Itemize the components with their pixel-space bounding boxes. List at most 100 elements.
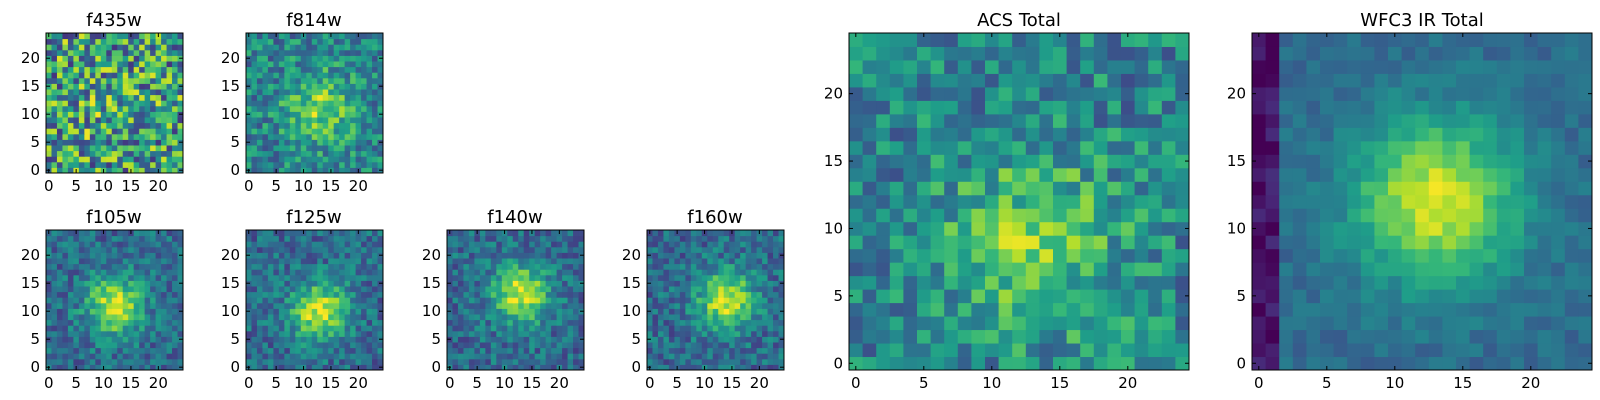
heatmap-cell <box>328 55 335 62</box>
heatmap-cell <box>372 330 379 337</box>
heatmap-cell <box>100 105 107 112</box>
heatmap-cell <box>278 358 285 365</box>
heatmap-cell <box>562 235 569 242</box>
heatmap-cell <box>507 291 514 298</box>
heatmap-cell <box>862 46 877 61</box>
heatmap-cell <box>339 314 346 321</box>
heatmap-cell <box>172 33 179 40</box>
heatmap-cell <box>73 133 80 140</box>
heatmap-cell <box>718 280 725 287</box>
heatmap-cell <box>1415 289 1430 304</box>
heatmap-cell <box>111 241 118 248</box>
heatmap-cell <box>344 246 351 253</box>
heatmap-cell <box>295 286 302 293</box>
heatmap-cell <box>556 353 563 360</box>
heatmap-cell <box>849 181 864 196</box>
heatmap-cell <box>177 89 184 96</box>
heatmap-cell <box>51 330 58 337</box>
heatmap-cell <box>778 347 785 354</box>
heatmap-cell <box>84 145 91 152</box>
heatmap-cell <box>1496 343 1511 358</box>
heatmap-cell <box>474 286 481 293</box>
heatmap-cell <box>273 308 280 315</box>
heatmap-cell <box>1496 316 1511 331</box>
heatmap-cell <box>56 314 63 321</box>
heatmap-cell <box>311 286 318 293</box>
heatmap-cell <box>707 241 714 248</box>
heatmap-cell <box>762 314 769 321</box>
heatmap-cell <box>62 44 69 51</box>
heatmap-cell <box>707 274 714 281</box>
heatmap-cell <box>139 38 146 45</box>
heatmap-cell <box>361 61 368 68</box>
heatmap-cell <box>745 325 752 332</box>
heatmap-cell <box>778 258 785 265</box>
heatmap-cell <box>339 269 346 276</box>
heatmap-cell <box>917 33 932 47</box>
heatmap-cell <box>246 105 252 112</box>
heatmap-cell <box>355 286 362 293</box>
heatmap-cell <box>144 235 151 242</box>
heatmap-cell <box>377 145 384 152</box>
heatmap-cell <box>306 145 313 152</box>
heatmap-cell <box>690 314 697 321</box>
heatmap-cell <box>133 274 140 281</box>
heatmap-cell <box>144 77 151 84</box>
heatmap-cell <box>773 342 780 349</box>
heatmap-cell <box>474 330 481 337</box>
heatmap-cell <box>1415 248 1430 263</box>
heatmap-cell <box>100 342 107 349</box>
heatmap-cell <box>139 89 146 96</box>
heatmap-cell <box>1121 316 1136 331</box>
heatmap-cell <box>177 61 184 68</box>
heatmap-cell <box>447 241 453 248</box>
heatmap-cell <box>361 274 368 281</box>
heatmap-cell <box>573 330 580 337</box>
heatmap-cell <box>849 113 864 128</box>
heatmap-cell <box>971 262 986 277</box>
heatmap-cell <box>273 55 280 62</box>
heatmap-cell <box>1053 59 1068 74</box>
heatmap-cell <box>479 308 486 315</box>
heatmap-cell <box>273 66 280 73</box>
heatmap-cell <box>1093 329 1108 344</box>
heatmap-cell <box>377 246 384 253</box>
heatmap-cell <box>1148 248 1163 263</box>
heatmap-cell <box>1265 167 1280 182</box>
heatmap-cell <box>56 358 63 365</box>
heatmap-cell <box>56 258 63 265</box>
heatmap-cell <box>161 297 168 304</box>
heatmap-cell <box>100 258 107 265</box>
heatmap-cell <box>177 161 184 168</box>
heatmap-cell <box>1564 302 1579 317</box>
heatmap-cell <box>284 274 291 281</box>
heatmap-cell <box>889 235 904 250</box>
heatmap-cell <box>663 336 670 343</box>
heatmap-cell <box>545 252 552 259</box>
heatmap-cell <box>474 235 481 242</box>
heatmap-cell <box>1347 154 1362 169</box>
heatmap-cell <box>317 291 324 298</box>
heatmap-cell <box>256 252 263 259</box>
heatmap-cell <box>344 258 351 265</box>
heatmap-cell <box>1537 302 1552 317</box>
heatmap-cell <box>447 319 453 326</box>
heatmap-cell <box>485 297 492 304</box>
heatmap-cell <box>350 263 357 270</box>
heatmap-cell <box>295 258 302 265</box>
heatmap-cell <box>322 167 329 174</box>
heatmap-cell <box>1347 181 1362 196</box>
heatmap-cell <box>84 330 91 337</box>
heatmap-cell <box>468 325 475 332</box>
heatmap-cell <box>1252 329 1267 344</box>
heatmap-cell <box>479 291 486 298</box>
heatmap-cell <box>273 280 280 287</box>
heatmap-cell <box>161 291 168 298</box>
heatmap-cell <box>67 314 74 321</box>
heatmap-cell <box>474 252 481 259</box>
heatmap-cell <box>457 241 464 248</box>
heatmap-cell <box>479 314 486 321</box>
heatmap-cell <box>903 46 918 61</box>
heatmap-cell <box>551 336 558 343</box>
heatmap-cell <box>144 252 151 259</box>
